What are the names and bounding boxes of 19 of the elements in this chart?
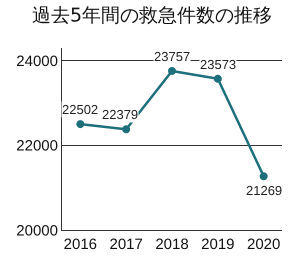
x-tick-label: 2019 <box>201 236 235 253</box>
y-tick-label: 20000 <box>16 222 58 240</box>
point <box>260 172 268 180</box>
point <box>76 120 84 128</box>
y-tick-label: 22000 <box>16 138 58 155</box>
data-label: 22379 <box>102 107 138 122</box>
x-tick-label: 2017 <box>109 236 143 253</box>
point <box>122 125 130 134</box>
x-tick-label: 2018 <box>155 236 189 253</box>
data-label: 22502 <box>62 102 98 117</box>
data-label: 21269 <box>246 183 282 198</box>
y-tick-label: 24000 <box>16 52 58 70</box>
chart-title: 過去5年間の救急件数の推移 <box>32 4 272 26</box>
point <box>168 66 176 75</box>
point <box>214 74 222 83</box>
data-label: 23757 <box>154 49 190 64</box>
x-tick-label: 2016 <box>64 236 98 253</box>
x-tick-label: 2020 <box>246 236 280 253</box>
data-label: 23573 <box>200 57 236 72</box>
